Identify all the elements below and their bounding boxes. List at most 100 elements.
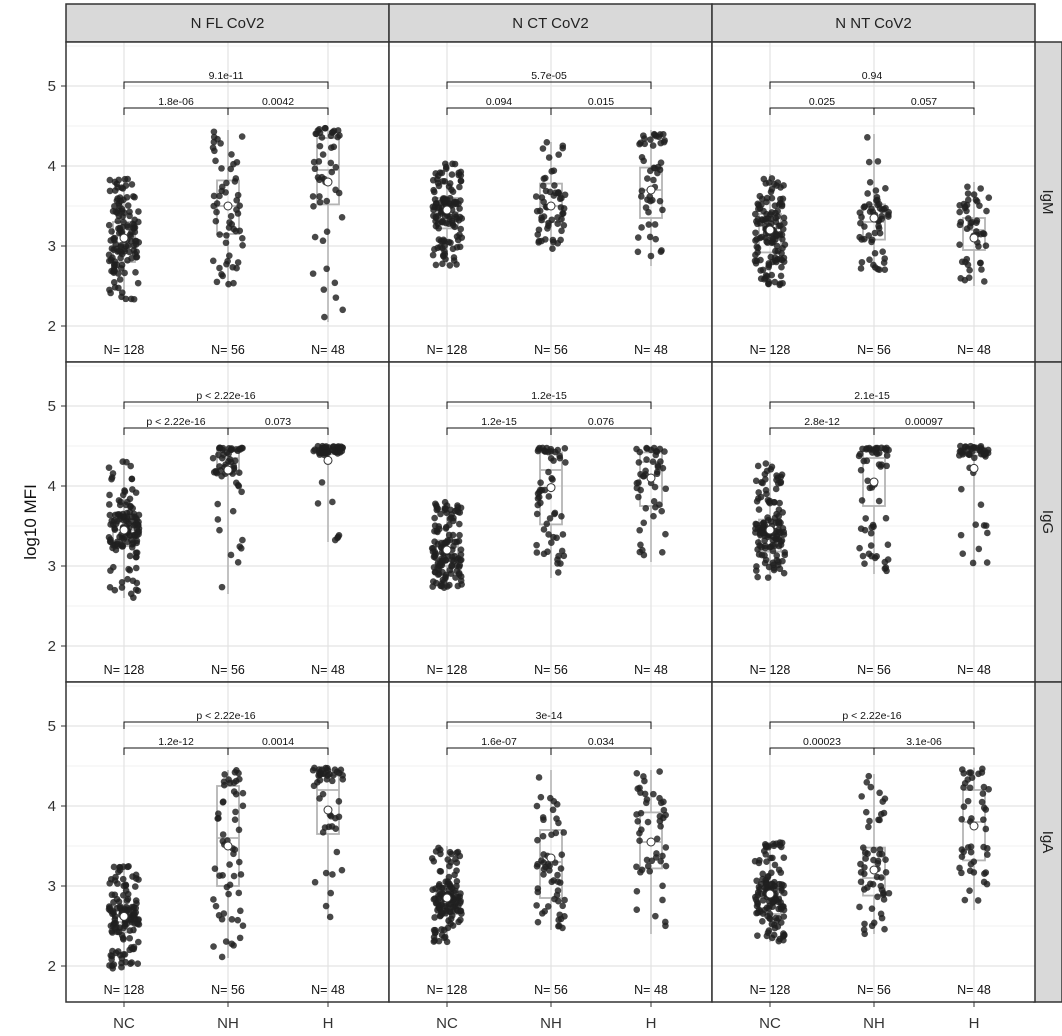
data-point (643, 456, 650, 463)
data-point (233, 158, 241, 166)
data-point (449, 531, 457, 539)
data-point (127, 232, 135, 240)
data-point (641, 140, 649, 148)
data-point (219, 831, 227, 838)
data-point (456, 561, 464, 569)
data-point (110, 278, 118, 286)
data-point (772, 218, 780, 226)
data-point (220, 778, 228, 786)
data-point (779, 509, 786, 516)
data-point (544, 225, 551, 232)
data-point (540, 526, 548, 533)
data-point (456, 899, 464, 907)
data-point (768, 934, 776, 942)
data-point (327, 889, 335, 897)
data-point (656, 445, 664, 453)
data-point (545, 154, 553, 161)
data-point (883, 452, 891, 459)
data-point (975, 770, 982, 778)
data-point (765, 261, 773, 269)
sample-size-label: N= 48 (957, 663, 991, 677)
data-point (442, 523, 450, 531)
sample-size-label: N= 48 (634, 343, 668, 357)
data-point (777, 869, 785, 876)
data-point (856, 903, 863, 911)
data-point (311, 878, 319, 886)
data-point (780, 182, 787, 189)
data-point (216, 192, 223, 200)
column-strip (65, 3, 390, 43)
data-point (321, 313, 328, 321)
data-point (773, 182, 780, 189)
data-point (226, 252, 233, 260)
data-point (560, 829, 568, 836)
data-point (973, 219, 980, 226)
data-point (866, 178, 874, 186)
data-point (239, 789, 247, 797)
data-point (763, 490, 770, 498)
data-point (129, 873, 136, 880)
data-point (558, 851, 566, 858)
data-point (118, 579, 126, 586)
data-point (662, 530, 669, 538)
data-point (872, 187, 880, 194)
data-point (858, 258, 866, 266)
data-point (446, 581, 453, 589)
data-point (878, 914, 886, 922)
data-point (760, 175, 768, 183)
data-point (980, 816, 987, 823)
mean-marker (323, 455, 333, 465)
data-point (983, 559, 991, 566)
data-point (210, 192, 218, 200)
data-point (113, 928, 121, 936)
data-point (323, 197, 331, 205)
data-point (864, 884, 871, 891)
data-point (105, 905, 113, 913)
data-point (437, 901, 445, 909)
data-point (320, 286, 328, 293)
data-point (535, 226, 543, 234)
data-point (111, 261, 118, 269)
data-point (760, 847, 768, 855)
data-point (558, 227, 565, 235)
data-point (449, 245, 457, 253)
p-value-label: 3.1e-06 (906, 736, 942, 748)
data-point (216, 444, 223, 452)
data-point (558, 547, 566, 555)
y-tick-label: 3 (48, 558, 56, 575)
data-point (329, 871, 336, 878)
data-point (656, 768, 663, 775)
data-point (768, 194, 776, 202)
data-point (321, 124, 329, 132)
data-point (533, 541, 540, 549)
data-point (457, 546, 465, 553)
data-point (880, 809, 888, 817)
data-point (234, 916, 242, 924)
data-point (769, 547, 777, 555)
data-point (548, 539, 555, 546)
data-point (970, 858, 978, 865)
data-point (878, 850, 886, 858)
data-point (434, 244, 442, 252)
y-tick-label: 4 (48, 158, 56, 175)
data-point (656, 501, 663, 508)
data-point (856, 544, 863, 552)
y-tick-label: 5 (48, 718, 56, 735)
data-point (873, 553, 880, 560)
p-value-label: p < 2.22e-16 (842, 710, 901, 722)
data-point (310, 447, 317, 455)
data-point (753, 909, 760, 917)
data-point (318, 479, 326, 486)
data-point (135, 921, 143, 928)
data-point (437, 846, 444, 854)
data-point (124, 202, 132, 209)
data-point (752, 567, 760, 574)
data-point (237, 871, 245, 878)
data-point (781, 219, 788, 227)
data-point (132, 269, 139, 276)
data-point (874, 158, 882, 165)
data-point (453, 882, 460, 890)
data-point (135, 938, 142, 946)
data-point (126, 212, 133, 220)
data-point (121, 533, 129, 541)
